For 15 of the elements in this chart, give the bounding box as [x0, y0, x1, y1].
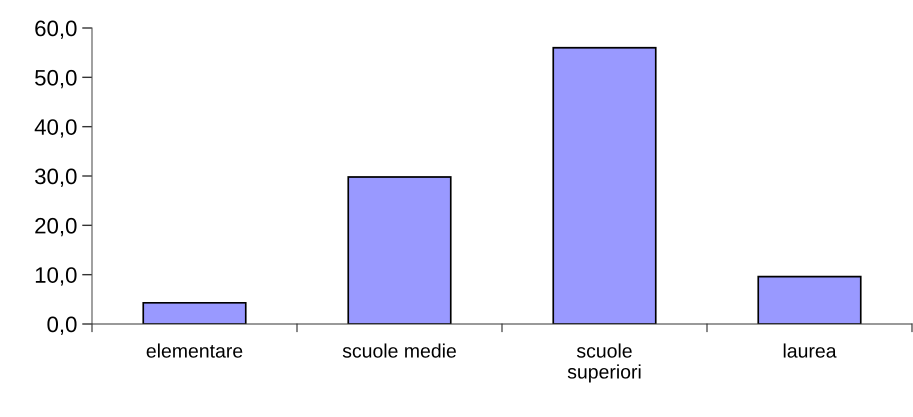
y-tick-label: 10,0	[36, 267, 77, 286]
x-tick-label: laurea	[784, 343, 837, 358]
x-tick-label: scuole superiori	[568, 343, 640, 383]
y-tick-label: 0,0	[47, 316, 77, 335]
y-tick-label: 50,0	[35, 70, 77, 88]
bar	[142, 302, 247, 324]
x-tick-label: elementare	[146, 343, 242, 358]
y-tick-label: 20,0	[35, 218, 77, 236]
y-tick-label: 60,0	[35, 20, 77, 39]
bar	[552, 46, 657, 324]
bar	[757, 276, 862, 324]
bar	[347, 176, 452, 324]
y-tick-label: 40,0	[34, 119, 77, 138]
y-tick-label: 30,0	[35, 168, 77, 187]
x-tick-label: scuole medie	[342, 343, 456, 358]
